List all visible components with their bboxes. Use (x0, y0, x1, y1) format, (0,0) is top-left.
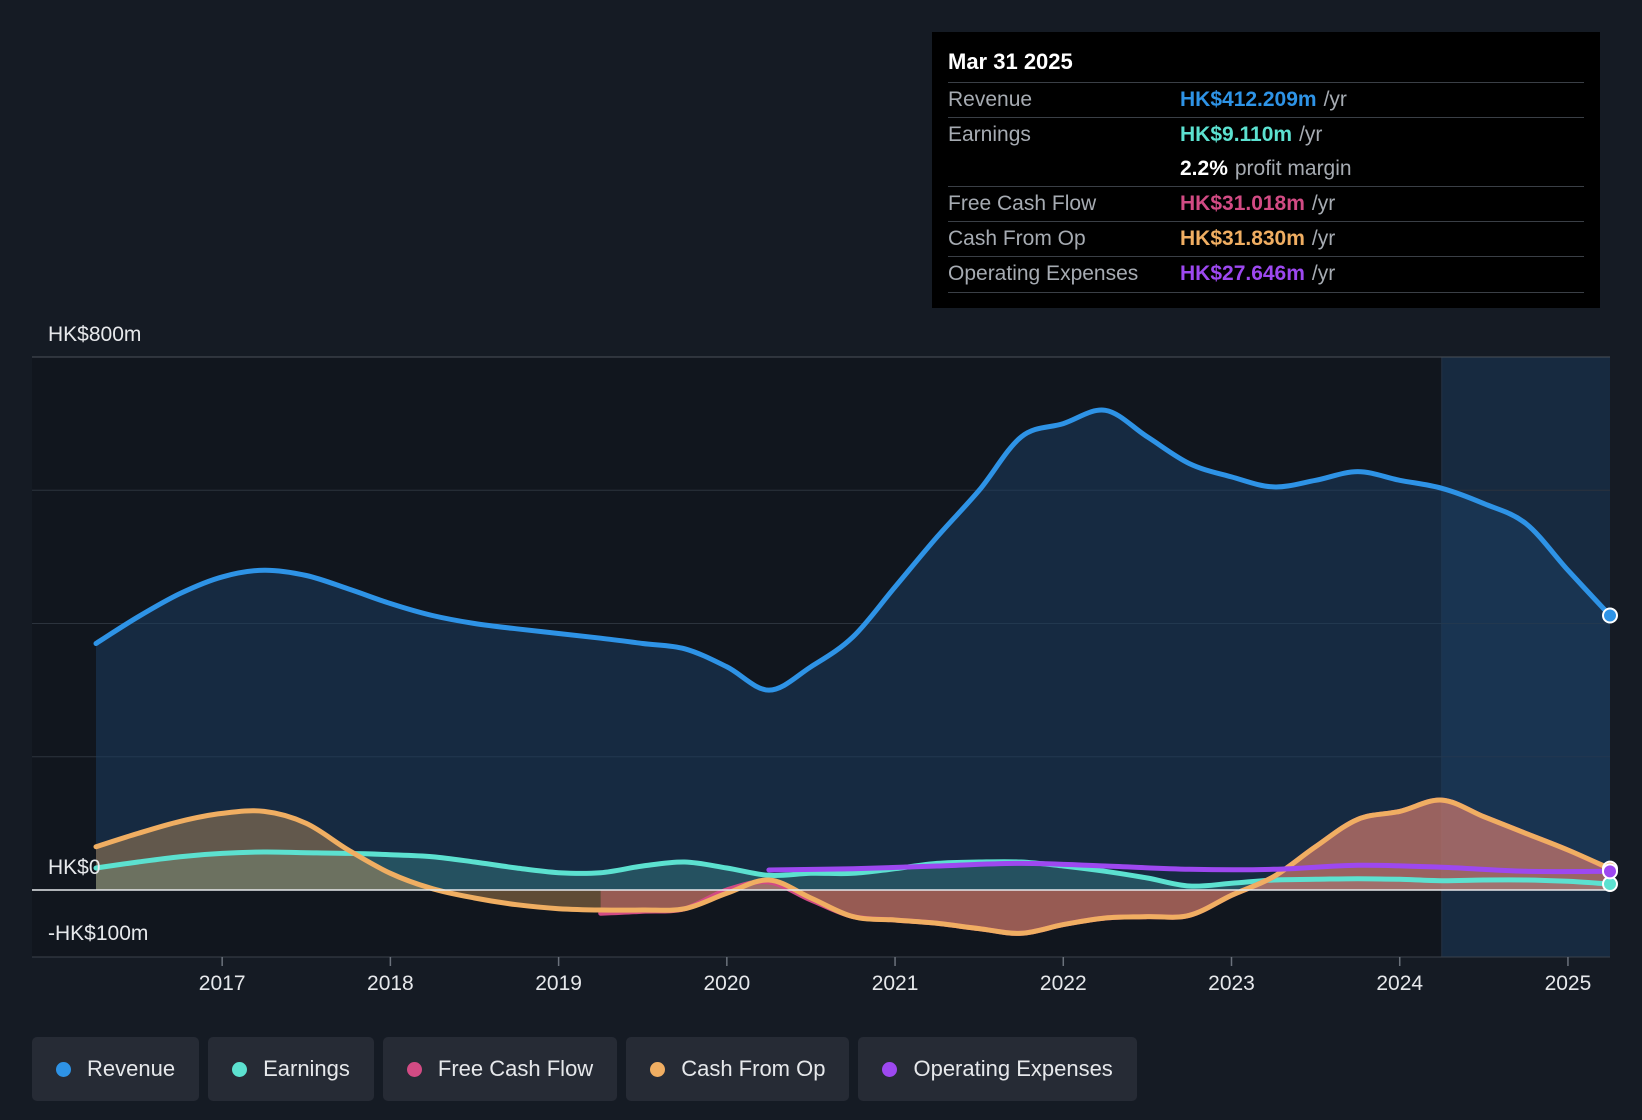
tooltip-row-revenue: Revenue HK$412.209m /yr (948, 82, 1584, 117)
legend-dot-icon (406, 1061, 422, 1077)
legend-item-cash-from-op[interactable]: Cash From Op (626, 1037, 850, 1101)
x-tick-label: 2024 (1376, 972, 1423, 995)
x-tick-label: 2023 (1208, 972, 1255, 995)
tooltip-panel: Mar 31 2025 Revenue HK$412.209m /yr Earn… (932, 32, 1600, 308)
legend-item-revenue[interactable]: Revenue (32, 1037, 200, 1101)
legend-label: Cash From Op (681, 1056, 826, 1081)
legend-item-earnings[interactable]: Earnings (208, 1037, 374, 1101)
x-tick-label: 2017 (199, 972, 246, 995)
operating-expenses-end-marker (1602, 863, 1618, 880)
revenue-end-marker (1602, 607, 1618, 624)
tooltip-value: HK$9.110m (1180, 123, 1293, 146)
legend-item-free-cash-flow[interactable]: Free Cash Flow (382, 1037, 618, 1101)
tooltip-date: Mar 31 2025 (948, 49, 1073, 74)
tooltip-label: Operating Expenses (948, 262, 1139, 285)
legend-dot-icon (232, 1061, 248, 1077)
free-cash-flow-area (600, 800, 1610, 934)
tooltip-value: HK$31.830m (1180, 227, 1305, 250)
legend-label: Free Cash Flow (437, 1056, 594, 1081)
tooltip-value: HK$412.209m (1180, 88, 1317, 111)
tooltip-unit: /yr (1311, 262, 1336, 285)
legend-label: Operating Expenses (913, 1056, 1113, 1081)
end-markers (1602, 607, 1618, 893)
tooltip-row-operating-expenses: Operating Expenses HK$27.646m /yr (948, 256, 1584, 291)
tooltip-label: Revenue (948, 88, 1033, 111)
legend-dot-icon (882, 1061, 898, 1077)
x-tick-label: 2025 (1545, 972, 1592, 995)
earnings-area (96, 851, 1610, 890)
tooltip-row-cash-from-op: Cash From Op HK$31.830m /yr (948, 221, 1584, 256)
y-axis-label: HK$0 (48, 856, 101, 879)
tooltip-row-profit-margin: 2.2% profit margin (948, 152, 1584, 186)
tooltip-label: Earnings (948, 123, 1031, 146)
x-tick-label: 2022 (1040, 972, 1087, 995)
x-tick-label: 2020 (703, 972, 750, 995)
tooltip-unit: profit margin (1234, 157, 1352, 180)
legend-label: Revenue (87, 1056, 176, 1081)
x-tick-label: 2018 (367, 972, 414, 995)
legend-item-operating-expenses[interactable]: Operating Expenses (858, 1037, 1137, 1101)
tooltip-unit: /yr (1299, 123, 1323, 146)
tooltip-row-earnings: Earnings HK$9.110m /yr (948, 117, 1584, 152)
tooltip-unit: /yr (1311, 192, 1336, 215)
y-axis-label: HK$800m (48, 323, 141, 346)
y-axis-label: -HK$100m (48, 922, 148, 945)
tooltip-divider (948, 292, 1584, 293)
tooltip-value: HK$31.018m (1180, 192, 1305, 215)
tooltip-unit: /yr (1311, 227, 1336, 250)
legend-label: Earnings (263, 1056, 350, 1081)
x-tick-label: 2019 (535, 972, 582, 995)
y-axis-labels: HK$800m HK$0 -HK$100m (48, 323, 148, 945)
tooltip-value: 2.2% (1180, 157, 1228, 180)
legend-dot-icon (56, 1061, 71, 1077)
tooltip-label: Free Cash Flow (948, 192, 1097, 215)
tooltip-unit: /yr (1323, 88, 1347, 111)
revenue-area (96, 410, 1610, 890)
earnings-line (93, 849, 1613, 889)
legend: Revenue Earnings Free Cash Flow Cash Fro… (32, 1037, 1137, 1101)
x-tick-label: 2021 (872, 972, 919, 995)
tooltip-row-free-cash-flow: Free Cash Flow HK$31.018m /yr (948, 186, 1584, 221)
revenue-line (93, 407, 1613, 693)
tooltip-label: Cash From Op (948, 227, 1086, 250)
cash-from-op-line (93, 797, 1613, 936)
series-lines (32, 407, 1613, 936)
operating-expenses-line (766, 860, 1613, 875)
legend-dot-icon (650, 1061, 666, 1077)
tooltip-value: HK$27.646m (1180, 262, 1305, 285)
x-axis: 2017 2018 2019 2020 2021 2022 2023 2024 2025 (199, 957, 1591, 995)
